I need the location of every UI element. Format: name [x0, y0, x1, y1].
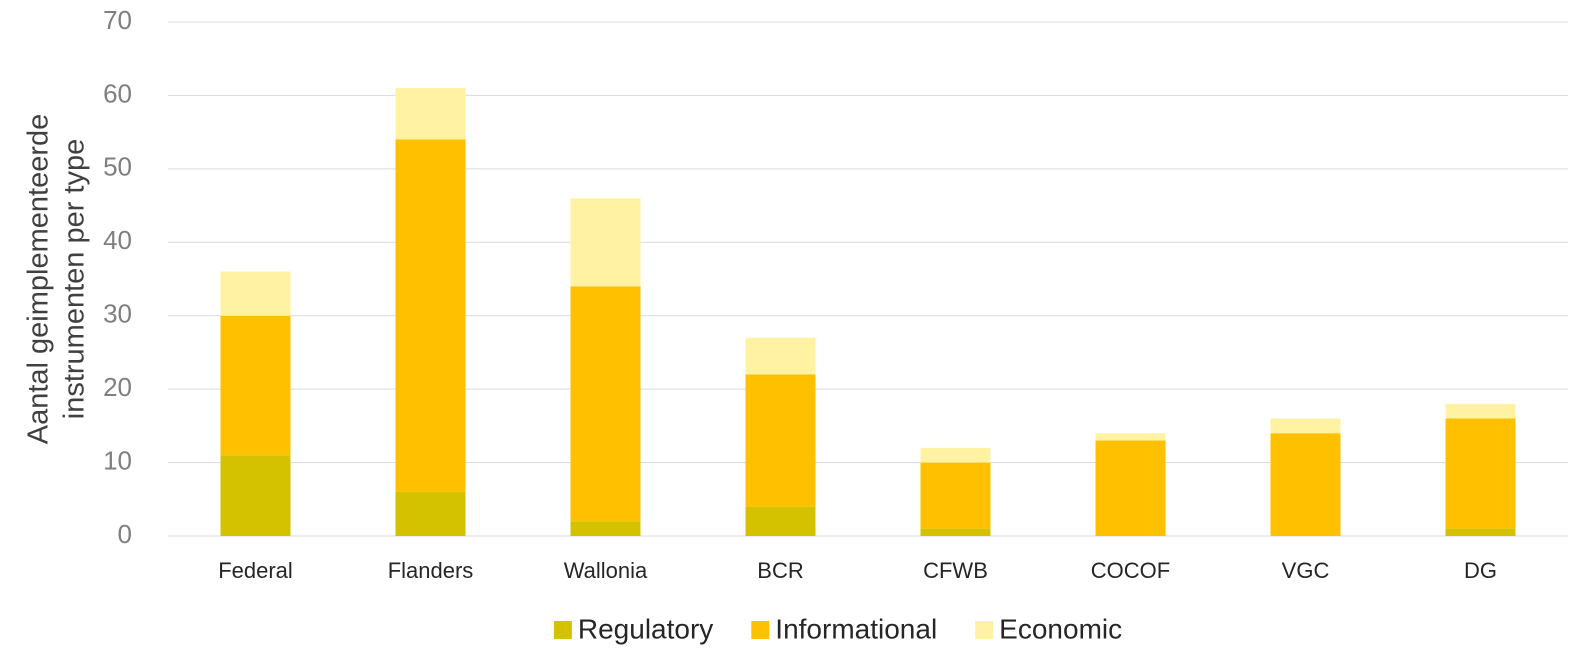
- bar-segment: [1270, 433, 1341, 536]
- x-tick-label: COCOF: [1091, 558, 1170, 583]
- x-tick-label: VGC: [1282, 558, 1330, 583]
- bar-segment: [1445, 403, 1516, 419]
- bar-segment: [570, 286, 641, 522]
- bar-segment: [570, 198, 641, 287]
- y-tick-label: 40: [103, 225, 132, 255]
- bar-segment: [745, 374, 816, 507]
- bar-segment: [1445, 418, 1516, 529]
- x-tick-label: Federal: [218, 558, 293, 583]
- bar-segment: [220, 455, 291, 536]
- legend-swatch: [975, 621, 994, 639]
- x-tick-label: Flanders: [388, 558, 474, 583]
- y-tick-label: 30: [103, 299, 132, 329]
- bar-segment: [1095, 440, 1166, 536]
- y-tick-label: 10: [103, 445, 132, 475]
- bar-segment: [395, 139, 466, 492]
- x-tick-label: BCR: [757, 558, 803, 583]
- y-tick-label: 20: [103, 372, 132, 402]
- legend-label: Informational: [775, 613, 937, 644]
- legend-swatch: [553, 621, 572, 639]
- legend-label: Regulatory: [578, 613, 713, 644]
- bar-segment: [1270, 418, 1341, 434]
- x-tick-label: DG: [1464, 558, 1497, 583]
- bar-segment: [1095, 433, 1166, 441]
- bar-segment: [920, 447, 991, 463]
- legend-label: Economic: [999, 613, 1122, 644]
- legend-swatch: [751, 621, 770, 639]
- bar-segment: [395, 88, 466, 140]
- bar-segment: [395, 491, 466, 536]
- bar-segment: [920, 528, 991, 536]
- bar-segment: [745, 506, 816, 536]
- bar-segment: [745, 337, 816, 375]
- y-tick-label: 60: [103, 78, 132, 108]
- bar-segment: [570, 521, 641, 536]
- y-tick-label: 50: [103, 152, 132, 182]
- x-tick-label: CFWB: [923, 558, 988, 583]
- y-axis-label: Aantal geimplementeerde: [23, 114, 55, 444]
- bar-segment: [920, 462, 991, 529]
- bar-segment: [220, 315, 291, 456]
- bar-segment: [220, 271, 291, 316]
- y-axis-label: instrumenten per type: [59, 139, 91, 419]
- x-tick-label: Wallonia: [564, 558, 648, 583]
- y-tick-label: 0: [118, 519, 132, 549]
- bar-segment: [1445, 528, 1516, 536]
- y-tick-label: 70: [103, 5, 132, 35]
